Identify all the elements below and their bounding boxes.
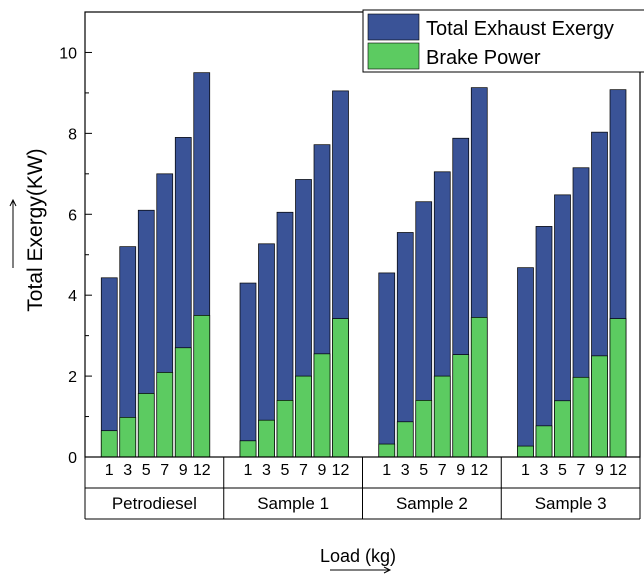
category-label: 3 [540,462,549,479]
bar-brake-power-g4-load7 [572,376,590,458]
bar-brake-power-g3-load9 [452,354,470,458]
legend-swatch-total-exhaust-exergy [367,13,420,41]
bar-brake-power-g1-load3 [119,417,137,458]
category-label: 7 [160,462,169,479]
group-label: Sample 3 [535,494,607,513]
bar-brake-power-g3-load7 [433,375,451,458]
category-label: 1 [521,462,530,479]
category-label: 1 [105,462,114,479]
bar-total-exhaust-exergy-g2-load1 [239,282,257,458]
bar-brake-power-g2-load5 [276,400,294,458]
bar-brake-power-g4-load1 [517,445,534,458]
y-tick-label: 4 [68,288,77,305]
y-tick-label: 2 [68,369,77,386]
category-label: 3 [401,462,410,479]
category-label: 12 [609,462,627,479]
bar-brake-power-g4-load5 [554,400,571,458]
legend-swatch-brake-power [367,42,420,70]
bar-brake-power-g4-load9 [591,355,608,458]
category-label: 9 [456,462,465,479]
bar-brake-power-g2-load9 [313,353,331,458]
legend-label-brake-power: Brake Power [426,47,541,69]
category-label: 3 [262,462,271,479]
category-label: 5 [558,462,567,479]
bar-brake-power-g4-load3 [535,425,553,458]
bars-layer [100,72,627,458]
category-label: 12 [470,462,488,479]
x-axis-label: Load (kg) [320,546,396,566]
bar-brake-power-g4-load12 [609,318,627,458]
bar-brake-power-g3-load5 [415,400,433,458]
bar-brake-power-g3-load3 [396,421,414,458]
category-label: 5 [419,462,428,479]
bar-total-exhaust-exergy-g1-load1 [100,277,118,458]
bar-brake-power-g3-load1 [378,443,396,458]
category-label: 5 [142,462,151,479]
category-label: 9 [179,462,188,479]
category-label: 1 [382,462,391,479]
category-label: 9 [595,462,604,479]
category-label: 12 [332,462,350,479]
legend-label-total-exhaust-exergy: Total Exhaust Exergy [426,18,614,40]
category-label: 7 [438,462,447,479]
y-axis-arrow [9,198,17,268]
category-label: 1 [244,462,253,479]
bar-brake-power-g3-load12 [470,317,488,458]
bar-brake-power-g1-load9 [174,347,192,458]
y-tick-label: 0 [68,450,77,467]
y-tick-label: 6 [68,207,77,224]
x-axis-arrow [330,566,392,574]
category-label: 3 [123,462,132,479]
y-tick-label: 10 [59,45,77,62]
legend: Total Exhaust Exergy Brake Power [362,9,644,73]
y-tick-label: 8 [68,126,77,143]
group-label: Sample 1 [257,494,329,513]
group-label: Petrodiesel [112,494,197,513]
bar-total-exhaust-exergy-g4-load3 [535,226,553,458]
bar-brake-power-g1-load12 [193,315,211,458]
category-label: 5 [281,462,290,479]
category-label: 9 [318,462,327,479]
bar-total-exhaust-exergy-g4-load1 [517,267,534,458]
bar-brake-power-g2-load3 [258,419,275,458]
bar-brake-power-g2-load1 [239,440,257,458]
bar-brake-power-g1-load1 [100,430,118,458]
y-axis-label: Total Exergy(KW) [24,148,47,311]
category-label: 12 [193,462,211,479]
bar-brake-power-g2-load12 [332,318,349,458]
bar-brake-power-g2-load7 [295,375,312,458]
bar-brake-power-g1-load7 [156,372,174,458]
category-label: 7 [299,462,308,479]
bar-brake-power-g1-load5 [137,393,155,458]
bar-total-exhaust-exergy-g3-load1 [378,272,396,458]
group-label: Sample 2 [396,494,468,513]
category-label: 7 [577,462,586,479]
